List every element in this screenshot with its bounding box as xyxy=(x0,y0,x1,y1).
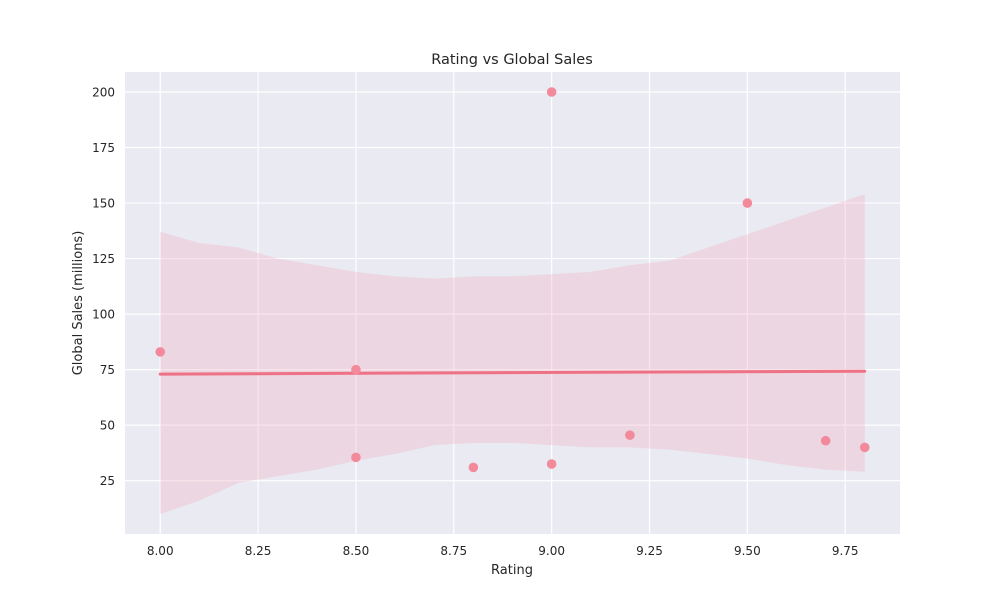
points-layer xyxy=(155,87,870,473)
x-tick-label: 8.00 xyxy=(147,544,174,558)
y-tick-label: 150 xyxy=(92,197,115,211)
regression-layer xyxy=(158,369,867,376)
data-point xyxy=(742,198,753,208)
x-axis-title: Rating xyxy=(491,563,533,578)
chart-title: Rating vs Global Sales xyxy=(431,52,593,68)
x-tick-label: 9.00 xyxy=(538,544,565,558)
confidence-band xyxy=(160,194,865,515)
x-tick-label: 9.25 xyxy=(636,544,663,558)
plot-area xyxy=(125,72,900,534)
x-tick-label: 8.25 xyxy=(245,544,272,558)
regression-line xyxy=(158,369,867,376)
x-tick-label: 8.75 xyxy=(440,544,467,558)
y-tick-label: 125 xyxy=(92,252,115,266)
y-axis-title: Global Sales (millions) xyxy=(71,231,86,376)
data-point xyxy=(546,87,557,97)
data-point xyxy=(546,459,557,469)
y-tick-label: 25 xyxy=(100,474,115,488)
x-tick-label: 8.50 xyxy=(343,544,370,558)
confidence-band-layer xyxy=(160,194,865,515)
y-ticks: 25 50 75 100 125 150 175 200 xyxy=(92,85,115,488)
x-tick-label: 9.75 xyxy=(832,544,859,558)
data-point xyxy=(625,430,635,440)
x-tick-label: 9.50 xyxy=(734,544,761,558)
data-point xyxy=(859,442,870,453)
data-point xyxy=(468,462,479,473)
data-point xyxy=(351,364,361,375)
x-ticks: 8.00 8.25 8.50 8.75 9.00 9.25 9.50 9.75 xyxy=(147,544,859,558)
data-point xyxy=(351,452,361,463)
y-tick-label: 50 xyxy=(100,419,115,433)
grid xyxy=(125,72,900,534)
y-tick-label: 100 xyxy=(92,308,115,322)
y-tick-label: 175 xyxy=(92,141,115,155)
y-tick-label: 75 xyxy=(100,363,115,377)
data-point xyxy=(155,347,166,357)
data-point xyxy=(820,435,831,446)
y-tick-label: 200 xyxy=(92,85,115,99)
